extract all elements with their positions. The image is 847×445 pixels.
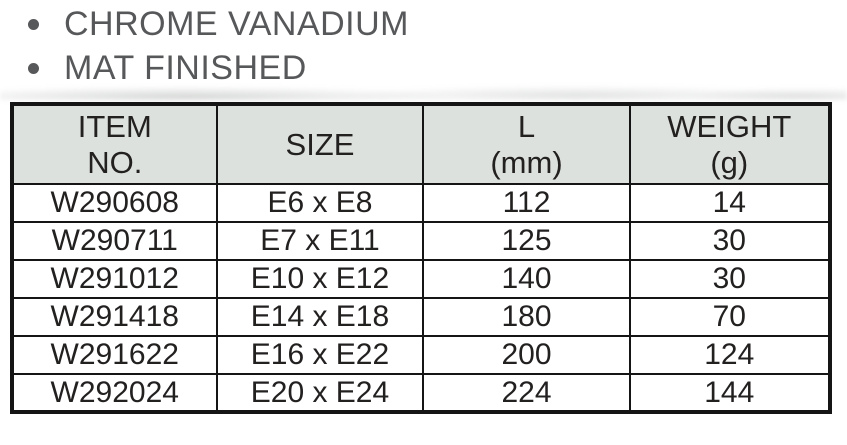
table-row: W291012 E10 x E12 140 30: [11, 259, 832, 299]
cell-item-no: W291418: [11, 297, 218, 337]
list-item: CHROME VANADIUM: [28, 2, 409, 46]
table-row: W290711 E7 x E11 125 30: [11, 221, 832, 261]
cell-length: 200: [422, 335, 631, 375]
list-item: MAT FINISHED: [28, 46, 409, 90]
cell-weight: 144: [628, 373, 832, 413]
col-header-length: L (mm): [422, 103, 631, 185]
cell-weight: 30: [628, 259, 832, 299]
table-body: W290608 E6 x E8 112 14 W290711 E7 x E11 …: [11, 183, 832, 413]
cell-size: E16 x E22: [215, 335, 425, 375]
cell-weight: 70: [628, 297, 832, 337]
cell-weight: 30: [628, 221, 832, 261]
header-row: ITEM NO. SIZE L (mm) WEIGHT (g): [11, 103, 832, 185]
cell-item-no: W292024: [11, 373, 218, 413]
cell-item-no: W290608: [11, 183, 218, 223]
col-header-size: SIZE: [215, 103, 425, 185]
cell-weight: 124: [628, 335, 832, 375]
cell-size: E10 x E12: [215, 259, 425, 299]
cell-size: E6 x E8: [215, 183, 425, 223]
col-header-weight: WEIGHT (g): [628, 103, 832, 185]
cell-length: 140: [422, 259, 631, 299]
table-header: ITEM NO. SIZE L (mm) WEIGHT (g): [11, 103, 832, 185]
feature-list: CHROME VANADIUM MAT FINISHED: [28, 2, 409, 90]
cell-size: E14 x E18: [215, 297, 425, 337]
cell-item-no: W291622: [11, 335, 218, 375]
table-row: W291622 E16 x E22 200 124: [11, 335, 832, 375]
bullet-icon: [28, 62, 39, 74]
cell-size: E7 x E11: [215, 221, 425, 261]
cell-weight: 14: [628, 183, 832, 223]
table-row: W291418 E14 x E18 180 70: [11, 297, 832, 337]
spec-table: ITEM NO. SIZE L (mm) WEIGHT (g) W290608 …: [10, 102, 832, 414]
cell-item-no: W290711: [11, 221, 218, 261]
cell-size: E20 x E24: [215, 373, 425, 413]
cell-length: 224: [422, 373, 631, 413]
cell-length: 125: [422, 221, 631, 261]
table-row: W292024 E20 x E24 224 144: [11, 373, 832, 413]
cell-length: 112: [422, 183, 631, 223]
feature-text-mat-finished: MAT FINISHED: [64, 48, 307, 87]
bullet-icon: [28, 18, 39, 30]
table-row: W290608 E6 x E8 112 14: [11, 183, 832, 223]
col-header-item-no: ITEM NO.: [11, 103, 218, 185]
cell-length: 180: [422, 297, 631, 337]
cell-item-no: W291012: [11, 259, 218, 299]
feature-text-chrome-vanadium: CHROME VANADIUM: [64, 4, 409, 43]
